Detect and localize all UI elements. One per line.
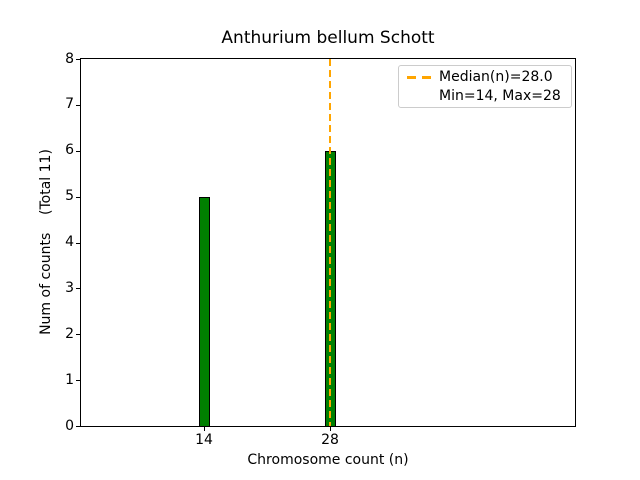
y-tick — [76, 334, 80, 335]
y-tick-label: 2 — [65, 325, 74, 342]
legend: Median(n)=28.0 Min=14, Max=28 — [398, 65, 572, 108]
y-tick — [76, 59, 80, 60]
y-tick-label: 6 — [65, 142, 74, 159]
legend-empty-handle — [407, 95, 431, 98]
plot-area — [80, 58, 576, 427]
x-tick-label: 14 — [195, 432, 213, 448]
x-tick — [204, 427, 205, 431]
x-axis-label: Chromosome count (n) — [247, 452, 409, 468]
y-tick-label: 1 — [65, 371, 74, 388]
y-tick-label: 0 — [65, 417, 74, 434]
legend-entry-1: Min=14, Max=28 — [407, 88, 563, 104]
y-tick-label: 8 — [65, 50, 74, 67]
y-tick-label: 4 — [65, 234, 74, 250]
y-tick-label: 3 — [65, 279, 74, 296]
legend-label: Min=14, Max=28 — [439, 88, 561, 104]
y-tick-label: 5 — [65, 188, 74, 205]
legend-label: Median(n)=28.0 — [439, 69, 553, 85]
y-tick — [76, 105, 80, 106]
y-tick — [76, 426, 80, 427]
x-tick — [330, 427, 331, 431]
legend-dashed-line-icon — [407, 75, 431, 79]
y-tick — [76, 151, 80, 152]
y-tick — [76, 197, 80, 198]
y-tick — [76, 288, 80, 289]
legend-entry-0: Median(n)=28.0 — [407, 69, 563, 85]
median-line — [329, 59, 331, 426]
y-tick — [76, 243, 80, 244]
x-tick-label: 28 — [321, 432, 339, 448]
y-tick — [76, 380, 80, 381]
y-tick-label: 7 — [65, 96, 74, 113]
bar-n14 — [198, 196, 210, 426]
chart-title: Anthurium bellum Schott — [221, 28, 435, 48]
